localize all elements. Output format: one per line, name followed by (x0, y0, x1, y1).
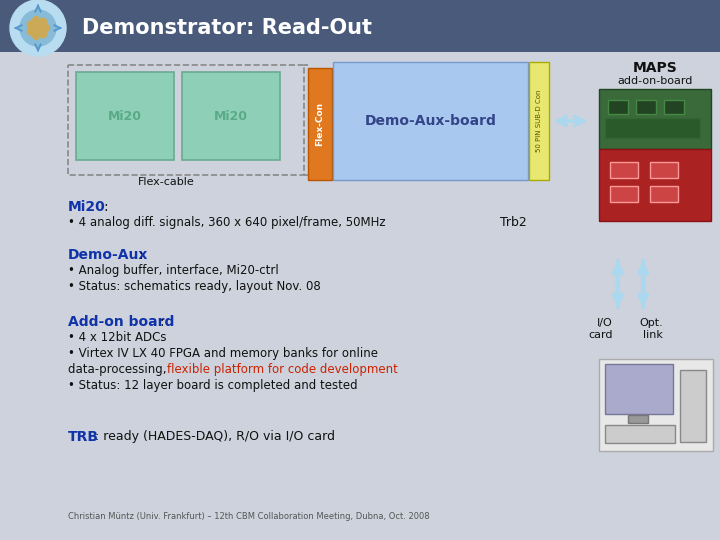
Text: :: : (159, 315, 163, 329)
Text: add-on-board: add-on-board (617, 76, 693, 86)
Circle shape (10, 0, 66, 56)
Text: • 4 x 12bit ADCs: • 4 x 12bit ADCs (68, 331, 166, 344)
Circle shape (35, 24, 42, 31)
Text: Mi20: Mi20 (108, 110, 142, 123)
FancyBboxPatch shape (650, 186, 678, 202)
Text: Add-on board: Add-on board (68, 315, 174, 329)
FancyBboxPatch shape (610, 186, 638, 202)
FancyBboxPatch shape (605, 118, 700, 138)
FancyBboxPatch shape (182, 72, 280, 160)
FancyBboxPatch shape (333, 62, 528, 180)
Text: Demo-Aux: Demo-Aux (68, 248, 148, 262)
Text: Mi20: Mi20 (68, 200, 106, 214)
FancyBboxPatch shape (599, 89, 711, 149)
FancyBboxPatch shape (599, 149, 711, 221)
Text: :: : (103, 200, 107, 214)
Circle shape (27, 21, 35, 28)
Text: Christian Müntz (Univ. Frankfurt) – 12th CBM Collaboration Meeting, Dubna, Oct. : Christian Müntz (Univ. Frankfurt) – 12th… (68, 512, 430, 521)
FancyBboxPatch shape (636, 100, 656, 114)
Circle shape (27, 28, 35, 35)
FancyBboxPatch shape (608, 100, 628, 114)
Text: MAPS: MAPS (633, 61, 678, 75)
Text: Flex-Con: Flex-Con (315, 102, 325, 146)
Text: • Analog buffer, interface, Mi20-ctrl: • Analog buffer, interface, Mi20-ctrl (68, 264, 279, 277)
Text: Demo-Aux-board: Demo-Aux-board (364, 114, 496, 128)
Text: :: : (138, 248, 143, 262)
Text: Trb2: Trb2 (500, 216, 527, 229)
Circle shape (40, 31, 47, 38)
Circle shape (40, 18, 47, 25)
FancyBboxPatch shape (664, 100, 684, 114)
Circle shape (32, 32, 40, 39)
Text: Mi20: Mi20 (214, 110, 248, 123)
Circle shape (32, 17, 40, 24)
FancyBboxPatch shape (605, 425, 675, 443)
Text: • Status: 12 layer board is completed and tested: • Status: 12 layer board is completed an… (68, 379, 358, 392)
Text: data-processing,: data-processing, (68, 363, 170, 376)
FancyBboxPatch shape (680, 370, 706, 442)
Text: flexible platform for code development: flexible platform for code development (167, 363, 398, 376)
Circle shape (42, 24, 50, 31)
Text: • 4 analog diff. signals, 360 x 640 pixel/frame, 50MHz: • 4 analog diff. signals, 360 x 640 pixe… (68, 216, 386, 229)
Text: TRB: TRB (68, 430, 99, 444)
FancyBboxPatch shape (605, 364, 673, 414)
Text: • Virtex IV LX 40 FPGA and memory banks for online: • Virtex IV LX 40 FPGA and memory banks … (68, 347, 378, 360)
Text: Opt.
link: Opt. link (639, 318, 663, 340)
FancyBboxPatch shape (0, 0, 720, 52)
FancyBboxPatch shape (610, 162, 638, 178)
FancyBboxPatch shape (650, 162, 678, 178)
FancyBboxPatch shape (76, 72, 174, 160)
FancyBboxPatch shape (308, 68, 332, 180)
Text: Flex-cable: Flex-cable (138, 177, 194, 187)
Text: • Status: schematics ready, layout Nov. 08: • Status: schematics ready, layout Nov. … (68, 280, 320, 293)
FancyBboxPatch shape (529, 62, 549, 180)
FancyBboxPatch shape (628, 415, 648, 423)
FancyBboxPatch shape (599, 359, 713, 451)
Text: : ready (HADES-DAQ), R/O via I/O card: : ready (HADES-DAQ), R/O via I/O card (95, 430, 335, 443)
Text: 50 PIN SUB-D Con: 50 PIN SUB-D Con (536, 90, 542, 152)
Text: I/O
card: I/O card (588, 318, 613, 340)
Circle shape (20, 10, 56, 46)
Text: Demonstrator: Read-Out: Demonstrator: Read-Out (82, 18, 372, 38)
